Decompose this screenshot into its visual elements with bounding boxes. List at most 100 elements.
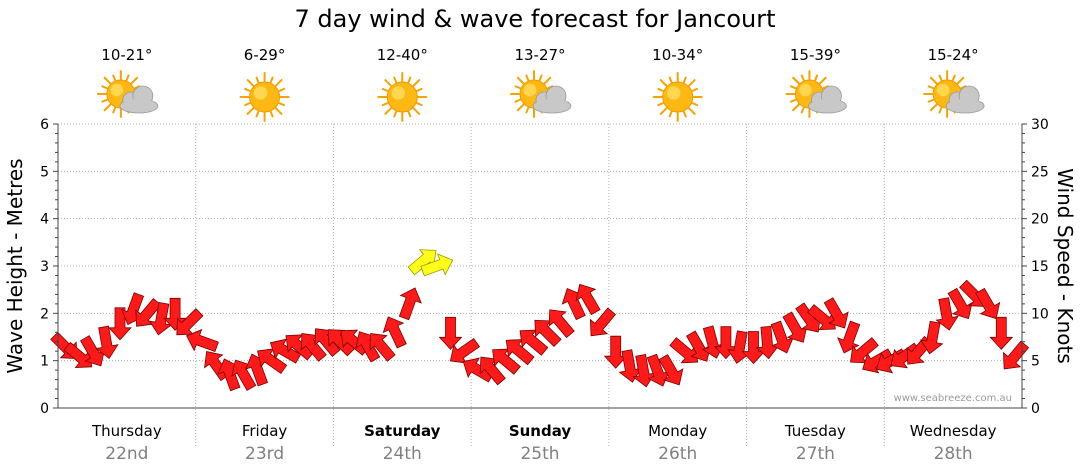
sun-ray xyxy=(691,87,699,92)
day-label: Tuesday xyxy=(784,422,846,440)
sun-ray xyxy=(274,79,283,87)
wind-arrow xyxy=(862,348,894,374)
right-tick-label: 10 xyxy=(1031,306,1049,322)
sun-ray xyxy=(112,106,117,114)
partly-cloudy-icon xyxy=(96,70,159,118)
wind-arrow xyxy=(420,253,454,277)
wind-arrow xyxy=(269,338,302,364)
chart-title: 7 day wind & wave forecast for Jancourt xyxy=(295,5,776,33)
wind-arrow xyxy=(382,316,407,349)
sun-ray xyxy=(416,87,423,92)
sunny-icon xyxy=(377,72,428,122)
date-label: 26th xyxy=(658,444,697,464)
sun-highlight xyxy=(391,86,406,100)
wind-arrow xyxy=(398,287,422,321)
day-column-friday: 6-29° Friday 23rd xyxy=(239,46,290,464)
sun-highlight xyxy=(799,83,812,97)
sun-ray xyxy=(789,98,797,103)
temperature-range: 6-29° xyxy=(244,46,286,64)
sun-ray xyxy=(246,79,255,87)
date-label: 25th xyxy=(520,444,559,464)
y-right-axis-title: Wind Speed - Knots xyxy=(1053,168,1077,364)
left-tick-label: 5 xyxy=(40,164,49,180)
sun-ray xyxy=(688,79,696,87)
sun-ray xyxy=(819,76,827,85)
sun-ray xyxy=(956,76,965,85)
date-label: 23rd xyxy=(245,444,284,464)
day-label: Thursday xyxy=(91,422,162,440)
wind-arrow xyxy=(257,348,288,374)
sun-ray xyxy=(938,106,943,114)
day-label: Wednesday xyxy=(910,422,997,440)
day-label: Friday xyxy=(242,422,288,440)
sun-ray xyxy=(384,107,392,115)
temperature-range: 10-34° xyxy=(652,46,703,64)
sun-ray xyxy=(269,76,274,84)
day-column-sunday: 13-27° Sunday 25th xyxy=(509,46,572,464)
grid xyxy=(58,123,1022,448)
y-left-axis-title: Wave Height - Metres xyxy=(3,158,27,373)
sun-ray xyxy=(789,85,797,90)
sun-ray xyxy=(657,87,664,92)
sun-ray xyxy=(657,102,664,107)
wind-arrow xyxy=(669,337,699,364)
sun-ray xyxy=(130,76,139,85)
wind-arrow xyxy=(658,354,684,386)
sun-ray xyxy=(691,102,699,107)
sun-ray xyxy=(407,110,412,118)
wind-arrow xyxy=(176,308,204,336)
right-tick-label: 0 xyxy=(1031,401,1040,417)
day-column-saturday: 12-40° Saturday 24th xyxy=(364,46,441,464)
wind-arrow xyxy=(231,359,257,391)
sun-ray xyxy=(255,110,260,118)
sun-ray xyxy=(938,74,943,82)
wind-arrow xyxy=(534,319,562,348)
sun-ray xyxy=(951,74,956,82)
temperature-range: 13-27° xyxy=(514,46,565,64)
wind-arrow xyxy=(407,249,437,276)
right-tick-label: 25 xyxy=(1031,164,1049,180)
sun-ray xyxy=(412,79,421,87)
wind-arrow xyxy=(850,337,879,364)
date-label: 27th xyxy=(796,444,835,464)
date-label: 28th xyxy=(934,444,973,464)
sun-ray xyxy=(381,102,389,107)
sun-ray xyxy=(514,98,522,103)
sun-ray xyxy=(927,98,935,103)
sun-ray xyxy=(538,74,543,82)
sun-ray xyxy=(384,79,392,87)
right-tick-label: 30 xyxy=(1031,117,1049,133)
wind-arrow xyxy=(618,349,643,383)
wind-arrow xyxy=(975,287,1001,320)
sunny-icon xyxy=(239,72,290,122)
sun-ray xyxy=(246,107,255,115)
wind-arrow xyxy=(505,339,535,366)
sunny-icon xyxy=(652,72,703,122)
sun-highlight xyxy=(110,83,124,97)
wind-arrow xyxy=(492,348,521,375)
cloud-icon xyxy=(808,85,847,114)
sun-ray xyxy=(525,106,530,114)
sun-ray xyxy=(244,87,251,92)
left-tick-label: 3 xyxy=(40,259,49,275)
wind-arrow xyxy=(646,353,670,387)
left-tick-label: 4 xyxy=(40,212,49,228)
wind-arrow xyxy=(355,331,381,363)
wind-arrow xyxy=(438,316,463,350)
wind-arrow xyxy=(947,287,973,320)
sun-ray xyxy=(516,76,525,85)
sun-ray xyxy=(682,110,687,118)
wind-arrow xyxy=(95,325,119,360)
sun-ray xyxy=(412,107,421,115)
wind-arrow xyxy=(589,307,617,337)
day-columns: 10-21° Thursday 22nd 6-29° Friday 23rd 12-40° S… xyxy=(91,46,997,464)
sun-ray xyxy=(659,79,668,87)
sun-ray xyxy=(800,106,805,114)
sun-ray xyxy=(278,102,285,107)
sun-ray xyxy=(101,98,108,103)
left-tick-label: 6 xyxy=(40,117,49,133)
wind-arrow xyxy=(519,329,549,356)
right-tick-label: 15 xyxy=(1031,259,1049,275)
wind-arrow xyxy=(837,320,861,354)
day-column-wednesday: 15-24° Wednesday 28th xyxy=(910,46,997,464)
